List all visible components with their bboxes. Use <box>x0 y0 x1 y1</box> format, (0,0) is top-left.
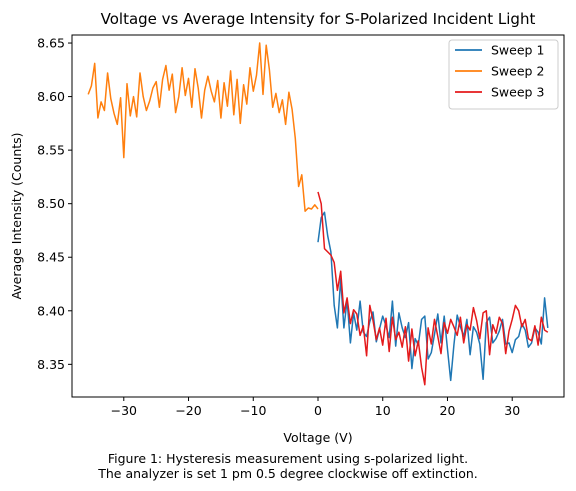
y-tick-label: 8.45 <box>37 250 65 265</box>
x-tick-label: 10 <box>375 403 391 418</box>
legend-label-3: Sweep 3 <box>491 85 544 100</box>
y-axis: 8.35 8.40 8.45 8.50 8.55 8.60 8.65 <box>37 36 72 372</box>
x-axis: −30 −20 −10 0 10 20 30 <box>111 397 520 418</box>
caption-line-1: Figure 1: Hysteresis measurement using s… <box>107 451 469 466</box>
x-tick-label: 0 <box>314 403 322 418</box>
x-axis-label: Voltage (V) <box>283 430 352 445</box>
series-line-3 <box>317 191 549 386</box>
y-tick-label: 8.65 <box>37 36 65 51</box>
series-line-1 <box>317 211 549 382</box>
legend-label-2: Sweep 2 <box>491 64 544 79</box>
chart: Voltage vs Average Intensity for S-Polar… <box>9 10 565 445</box>
plot-series <box>87 42 549 386</box>
y-tick-label: 8.35 <box>37 357 65 372</box>
legend-label-1: Sweep 1 <box>491 43 544 58</box>
y-tick-label: 8.50 <box>37 196 65 211</box>
figure-caption: Figure 1: Hysteresis measurement using s… <box>0 451 576 481</box>
x-tick-label: 30 <box>504 403 520 418</box>
legend: Sweep 1 Sweep 2 Sweep 3 <box>448 39 559 110</box>
x-tick-label: −20 <box>175 403 201 418</box>
series-line-2 <box>87 42 319 212</box>
y-tick-label: 8.55 <box>37 143 65 158</box>
y-tick-label: 8.60 <box>37 89 65 104</box>
chart-title: Voltage vs Average Intensity for S-Polar… <box>101 10 536 28</box>
x-tick-label: −10 <box>240 403 266 418</box>
x-tick-label: 20 <box>440 403 456 418</box>
y-tick-label: 8.40 <box>37 303 65 318</box>
x-tick-label: −30 <box>111 403 137 418</box>
y-axis-label: Average Intensity (Counts) <box>9 132 24 299</box>
caption-line-2: The analyzer is set 1 pm 0.5 degree cloc… <box>98 466 478 481</box>
